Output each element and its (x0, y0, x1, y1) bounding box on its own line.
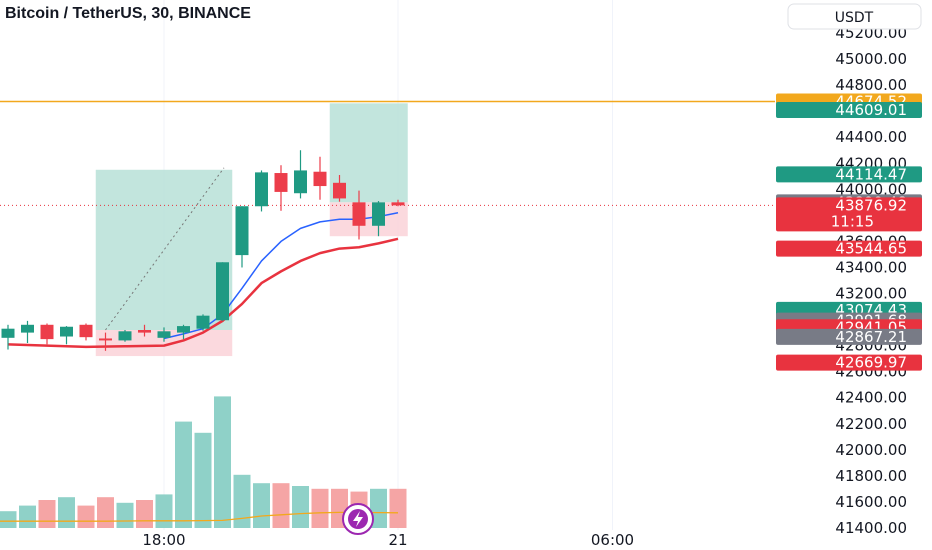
price-tick-label: 42400.00 (835, 389, 907, 407)
time-axis: 18:00 21 06:00 (142, 531, 634, 549)
candle-down (99, 338, 112, 341)
currency-label: USDT (835, 10, 874, 26)
volume-bar (311, 488, 329, 528)
volume-bar (136, 500, 153, 528)
candle-up (177, 326, 190, 333)
candle-up (372, 202, 385, 226)
volume-bar (77, 505, 95, 528)
volume-bar (97, 497, 114, 528)
price-tag: 42867.21 (776, 328, 922, 346)
volume-bar (194, 432, 212, 528)
price-tag: 44609.01 (776, 101, 922, 119)
candle-down (391, 202, 405, 206)
price-tag-label: 43544.65 (835, 240, 907, 258)
time-tick-label: 21 (388, 531, 407, 549)
candle-down (274, 173, 288, 192)
price-tick-label: 44400.00 (835, 128, 907, 146)
price-tick-label: 45000.00 (835, 50, 907, 68)
candle-up (216, 262, 229, 321)
price-tag: 43544.65 (776, 240, 922, 258)
volume-bar (253, 483, 270, 528)
price-tick-label: 42200.00 (835, 415, 907, 433)
volume-bar (370, 488, 387, 528)
position-zones (95, 103, 408, 357)
currency-button[interactable]: USDT (787, 3, 922, 30)
volume-bar (175, 421, 192, 528)
candles (1, 150, 405, 351)
price-tag-bg (776, 240, 922, 257)
volume-bar (58, 497, 75, 528)
price-tag-bg (776, 354, 922, 371)
volume-bar (19, 505, 36, 528)
price-tag: 42669.97 (776, 354, 922, 372)
candle-up (196, 315, 210, 329)
price-tag-bg (776, 197, 922, 232)
volume-bar (292, 486, 309, 528)
price-tick-label: 44000.00 (835, 180, 907, 198)
volume-bar (155, 494, 173, 528)
volume-bar (233, 474, 251, 528)
target-zone (95, 169, 233, 330)
candle-up (21, 324, 34, 333)
price-tags: 44674.5244609.0144114.4743899.4843876.92… (776, 92, 922, 372)
candle-up (255, 172, 268, 207)
volume-ma-line (0, 511, 399, 522)
candle-down (352, 202, 366, 226)
candle-up (1, 328, 15, 338)
candle-up (235, 206, 249, 256)
candle-down (138, 330, 151, 333)
price-tag: 44114.47 (776, 165, 922, 183)
candle-up (294, 170, 307, 194)
ma-slow-line (7, 237, 399, 349)
price-tag-label: 42867.21 (835, 328, 907, 346)
price-tick-label: 43200.00 (835, 285, 907, 303)
lightning-icon[interactable] (342, 503, 374, 535)
volume-bar (0, 511, 17, 528)
price-tag-label: 42669.97 (835, 354, 907, 372)
volume-bars (0, 396, 407, 528)
time-tick-label: 06:00 (591, 531, 634, 549)
position-path (105, 167, 225, 331)
volume-bar (214, 396, 231, 528)
volume-bar (38, 500, 56, 528)
price-tag-bg (776, 166, 922, 183)
candle-down (313, 171, 327, 187)
candle-up (118, 331, 132, 341)
candle-down (333, 182, 346, 199)
price-tick-label: 41600.00 (835, 493, 907, 511)
price-tick-label: 41400.00 (835, 519, 907, 537)
volume-bar (116, 502, 134, 528)
candle-up (157, 331, 171, 338)
price-tick-label: 44800.00 (835, 76, 907, 94)
candle-down (79, 324, 93, 338)
candle-down (40, 324, 54, 340)
candle-up (60, 326, 73, 337)
time-tick-label: 18:00 (142, 531, 185, 549)
price-tag-label: 44114.47 (835, 165, 907, 183)
price-tag-bg (776, 328, 922, 345)
price-tag-label: 43876.92 (835, 196, 907, 214)
volume-bar (389, 488, 407, 528)
countdown-label: 11:15 (831, 212, 874, 230)
price-tick-label: 41800.00 (835, 467, 907, 485)
price-tick-label: 42000.00 (835, 441, 907, 459)
chart-title: Bitcoin / TetherUS, 30, BINANCE (5, 5, 251, 22)
volume-bar (272, 483, 290, 528)
price-tag-label: 44609.01 (835, 101, 907, 119)
price-tag-bg (776, 101, 922, 118)
price-tick-label: 43400.00 (835, 258, 907, 276)
